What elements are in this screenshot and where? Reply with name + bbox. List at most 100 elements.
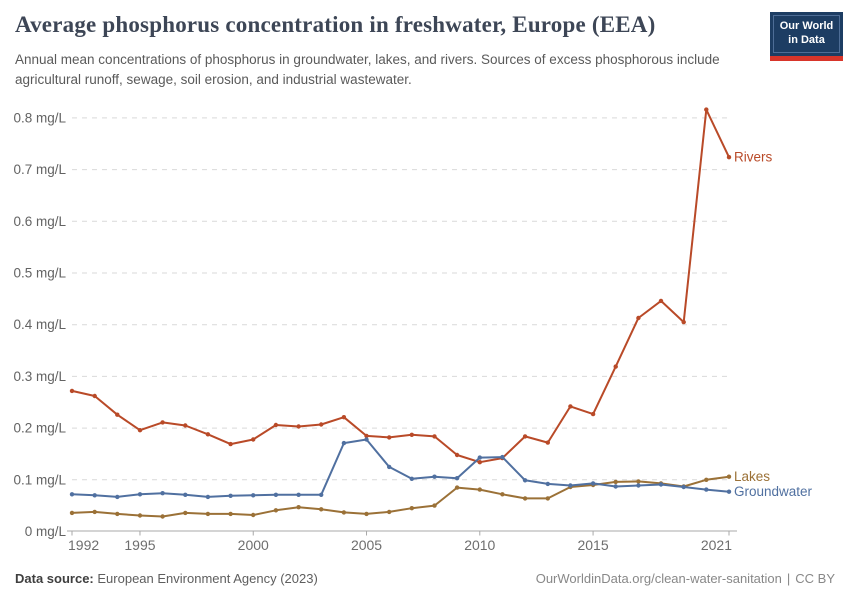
y-tick-label: 0.8 mg/L [13,110,66,125]
groundwater-point[interactable] [319,492,324,497]
groundwater-point[interactable] [92,493,97,498]
groundwater-point[interactable] [205,494,211,500]
lakes-point[interactable] [387,509,392,515]
groundwater-point[interactable] [364,437,369,442]
groundwater-point[interactable] [341,440,347,446]
lakes-point[interactable] [115,511,120,517]
lakes-point[interactable] [160,514,165,519]
groundwater-point[interactable] [183,492,188,497]
lakes-point[interactable] [364,511,369,517]
rivers-point[interactable] [319,422,324,427]
lakes-point[interactable] [522,496,528,501]
rivers-point[interactable] [568,404,573,409]
groundwater-point[interactable] [636,483,641,488]
rivers-point[interactable] [613,364,618,369]
license-link[interactable]: CC BY [795,571,835,586]
series-label-lakes[interactable]: Lakes [734,469,770,484]
groundwater-point[interactable] [69,492,75,497]
groundwater-point[interactable] [545,481,550,487]
rivers-point[interactable] [545,440,550,445]
lakes-point[interactable] [500,492,505,497]
rivers-point[interactable] [477,460,482,465]
rivers-point[interactable] [137,428,143,433]
groundwater-point[interactable] [432,474,437,479]
groundwater-point[interactable] [409,476,414,481]
rivers-line[interactable] [71,108,730,464]
rivers-point[interactable] [251,437,256,442]
lakes-point[interactable] [69,510,75,516]
groundwater-point[interactable] [477,455,482,460]
groundwater-point[interactable] [658,482,664,487]
owid-url-link[interactable]: OurWorldinData.org/clean-water-sanitatio… [535,571,782,586]
lakes-point[interactable] [409,506,414,511]
data-source-label: Data source: [15,571,94,586]
rivers-point[interactable] [69,388,75,394]
rivers-point[interactable] [522,434,528,439]
groundwater-point[interactable] [115,494,120,500]
groundwater-point[interactable] [500,454,505,460]
lakes-point[interactable] [183,510,188,516]
lakes-point[interactable] [137,513,143,518]
lakes-point[interactable] [273,508,279,513]
groundwater-point[interactable] [681,484,686,490]
page-subtitle: Annual mean concentrations of phosphorus… [15,52,720,87]
rivers-point[interactable] [726,155,732,160]
groundwater-point[interactable] [228,493,233,498]
lakes-point[interactable] [726,474,732,479]
lakes-point[interactable] [704,477,709,482]
rivers-point[interactable] [590,411,596,417]
rivers-point[interactable] [387,435,392,440]
rivers-point[interactable] [115,412,120,417]
rivers-point[interactable] [160,420,165,425]
owid-logo[interactable]: Our World in Data [770,12,843,61]
rivers-point[interactable] [364,433,369,439]
lakes-point[interactable] [454,485,460,490]
rivers-point[interactable] [296,424,301,429]
lakes-point[interactable] [92,509,97,515]
lakes-point[interactable] [477,487,482,492]
rivers-point[interactable] [273,422,279,428]
page-title: Average phosphorus concentration in fres… [15,12,656,37]
groundwater-point[interactable] [296,492,301,497]
lakes-line[interactable] [71,475,730,518]
groundwater-point[interactable] [137,492,143,497]
rivers-point[interactable] [432,434,437,439]
lakes-point[interactable] [341,510,347,515]
groundwater-point[interactable] [273,492,279,497]
rivers-point[interactable] [681,319,686,325]
rivers-point[interactable] [636,315,641,321]
rivers-point[interactable] [704,107,709,112]
groundwater-point[interactable] [590,481,596,486]
series-label-rivers[interactable]: Rivers [734,150,773,165]
lakes-point[interactable] [432,503,437,508]
groundwater-point[interactable] [568,483,573,488]
lakes-point[interactable] [545,496,550,501]
lakes-point[interactable] [296,505,301,510]
groundwater-point[interactable] [726,489,732,494]
lakes-point[interactable] [228,511,233,517]
rivers-point[interactable] [92,393,97,399]
rivers-point[interactable] [183,423,188,428]
groundwater-line[interactable] [71,438,730,498]
groundwater-point[interactable] [613,484,618,489]
lakes-point[interactable] [613,479,618,485]
groundwater-point[interactable] [522,478,528,483]
lakes-point[interactable] [251,512,256,518]
rivers-point[interactable] [454,452,460,458]
rivers-point[interactable] [228,441,233,447]
lakes-point[interactable] [319,507,324,512]
rivers-point[interactable] [409,432,414,437]
data-source-value: European Environment Agency (2023) [97,571,318,586]
groundwater-point[interactable] [454,476,460,481]
series-label-groundwater[interactable]: Groundwater [734,484,813,499]
groundwater-point[interactable] [251,493,256,498]
lakes-point[interactable] [205,511,211,517]
groundwater-point[interactable] [387,464,392,470]
rivers-point[interactable] [341,415,347,420]
rivers-point[interactable] [658,298,664,304]
groundwater-point[interactable] [160,491,165,496]
rivers-point[interactable] [205,432,211,437]
lakes-point[interactable] [636,479,641,484]
groundwater-point[interactable] [704,487,709,492]
